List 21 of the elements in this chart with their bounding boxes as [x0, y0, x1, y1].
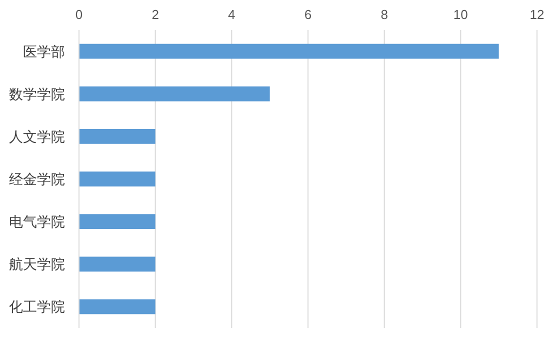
bar [79, 128, 156, 144]
x-tick-label: 12 [530, 7, 544, 22]
y-tick-label: 经金学院 [9, 171, 65, 187]
bar [79, 86, 270, 102]
y-tick-label: 化工学院 [9, 298, 65, 315]
y-tick-label: 人文学院 [9, 128, 65, 144]
bar [79, 299, 156, 314]
y-tick-label: 数学学院 [9, 86, 65, 102]
y-tick-label: 医学部 [23, 43, 65, 60]
bar [79, 256, 156, 272]
x-tick-label: 8 [380, 7, 388, 22]
x-tick-label: 10 [453, 7, 468, 22]
x-tick-label: 2 [152, 7, 159, 22]
x-tick-label: 4 [228, 7, 236, 22]
x-tick-label: 6 [304, 7, 312, 22]
bar [79, 214, 156, 230]
y-tick-label: 电气学院 [9, 214, 65, 230]
x-tick-label: 0 [75, 7, 83, 22]
bar [79, 172, 156, 186]
bar [79, 44, 499, 59]
y-tick-label: 航天学院 [9, 256, 65, 272]
